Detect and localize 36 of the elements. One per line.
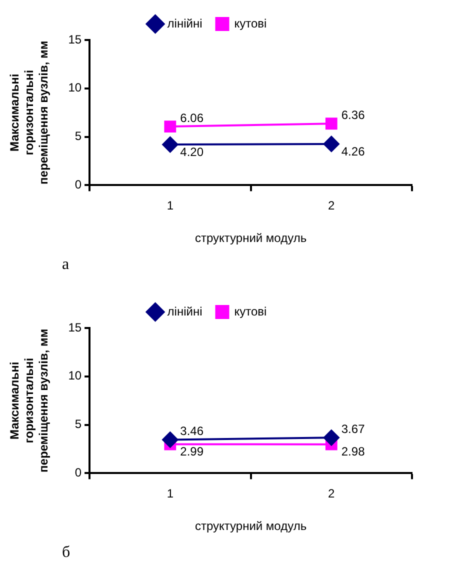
y-tick-label: 5 [74,417,82,432]
point [325,118,338,130]
x-tick-label: 2 [328,486,336,501]
legend-label: лінійні [167,16,202,30]
x-tick-label: 1 [166,198,174,213]
y-tick-label: 10 [68,368,82,383]
data-label: 6.36 [341,108,366,122]
legend-label: лінійні [167,304,202,318]
y-tick-label: 15 [68,32,82,46]
text: а [62,256,70,274]
x-tick-label: 2 [328,198,336,213]
data-label: 4.20 [180,144,204,159]
data-label: 3.67 [341,422,366,436]
data-label: 2.98 [341,444,366,459]
point [323,136,340,152]
y-axis-title: Максимальні горизонтальні переміщення вузлів, мм [8,40,50,184]
y-tick-label: 10 [68,80,82,95]
y-tick-label: 0 [74,178,82,192]
point [323,430,340,446]
x-axis-title: структурний модуль [194,519,307,534]
y-tick-label: 15 [68,320,82,334]
data-label: 4.26 [341,144,366,158]
legend-label: кутові [234,304,267,318]
y-axis-title: Максимальні горизонтальні переміщення вузлів, мм [8,328,50,472]
data-label: 6.06 [180,110,204,125]
y-tick-label: 5 [74,129,82,144]
text: б [62,544,70,562]
x-tick-label: 1 [166,486,174,501]
data-label: 3.46 [180,424,204,438]
point [164,120,176,132]
data-label: 2.99 [180,444,204,459]
y-tick-label: 0 [74,466,82,480]
point [162,432,178,448]
x-axis-title: структурний модуль [194,231,307,246]
legend-label: кутові [234,16,267,30]
point [162,136,178,153]
